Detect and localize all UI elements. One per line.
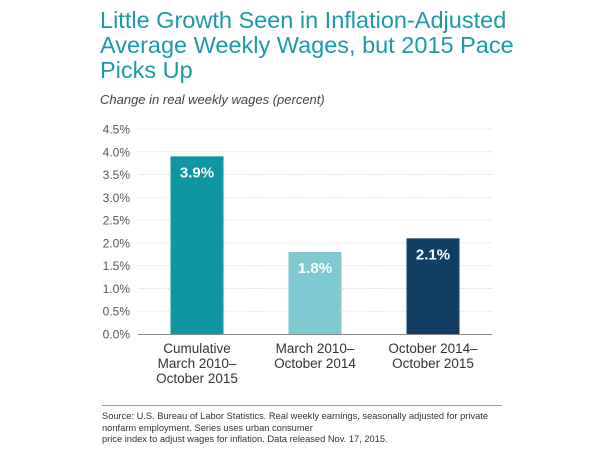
source-line: price index to adjust wages for inflatio… [102, 434, 388, 444]
x-tick-label: October 2015 [156, 371, 238, 386]
y-tick-label: 1.5% [103, 259, 131, 273]
x-tick-label: October 2014– [388, 341, 478, 356]
y-tick-label: 0.0% [103, 328, 131, 342]
data-label: 3.9% [180, 164, 214, 181]
y-tick-label: 2.5% [103, 214, 131, 228]
x-tick-label: October 2014 [274, 356, 356, 371]
x-tick-label: Cumulative [163, 341, 231, 356]
y-tick-label: 2.0% [103, 236, 131, 250]
y-tick-label: 1.0% [103, 282, 131, 296]
y-tick-label: 3.0% [103, 191, 131, 205]
x-tick-label: March 2010– [158, 356, 237, 371]
bar [288, 252, 342, 334]
y-tick-label: 4.0% [103, 145, 131, 159]
source-line: Source: U.S. Bureau of Labor Statistics.… [102, 411, 489, 433]
x-tick-label: October 2015 [392, 356, 474, 371]
chart-subtitle: Change in real weekly wages (percent) [100, 92, 325, 107]
data-label: 2.1% [416, 246, 450, 263]
data-label: 1.8% [298, 260, 332, 277]
y-tick-label: 0.5% [103, 305, 131, 319]
divider [102, 405, 502, 406]
chart-title: Little Growth Seen in Inflation-Adjusted… [100, 7, 514, 83]
y-tick-label: 3.5% [103, 168, 131, 182]
x-tick-label: March 2010– [276, 341, 355, 356]
y-tick-label: 4.5% [103, 123, 131, 137]
bar [406, 238, 460, 334]
source-note: Source: U.S. Bureau of Labor Statistics.… [102, 411, 502, 446]
bar [170, 156, 224, 334]
